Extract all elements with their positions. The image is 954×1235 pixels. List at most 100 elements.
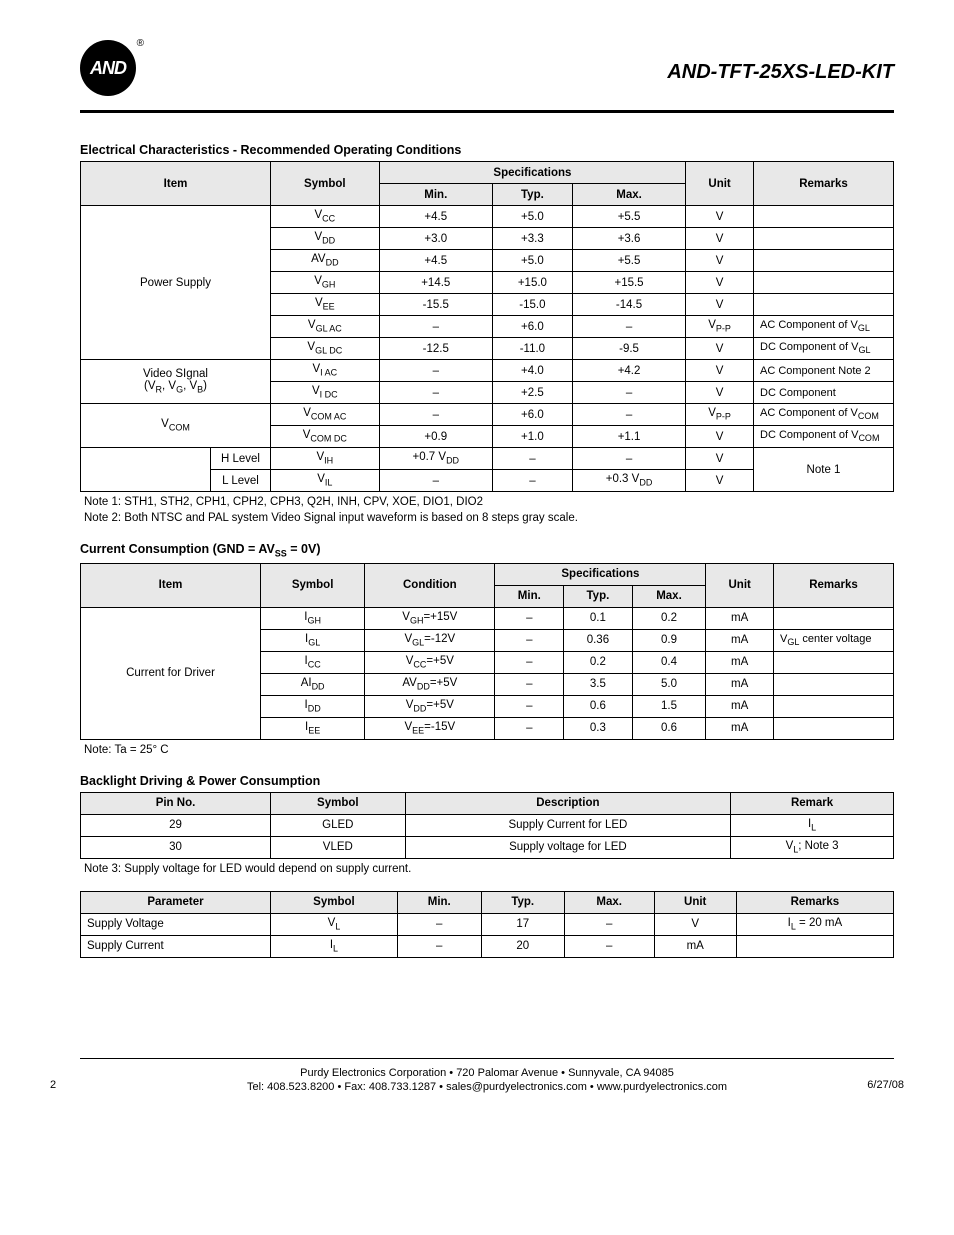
remarks-cell: Note 1: [754, 448, 894, 492]
min-cell: –: [495, 673, 564, 695]
remarks-cell: AC Component of VCOM: [754, 404, 894, 426]
remarks-cell: IL = 20 mA: [736, 913, 893, 935]
unit-cell: mA: [706, 629, 774, 651]
max-cell: +1.1: [572, 426, 685, 448]
min-cell: –: [379, 382, 492, 404]
max-cell: 1.5: [632, 695, 706, 717]
col-max: Max.: [564, 891, 654, 913]
min-cell: +3.0: [379, 228, 492, 250]
unit-cell: V: [686, 272, 754, 294]
part-number: AND-TFT-25XS-LED-KIT: [667, 61, 894, 84]
col-unit: Unit: [654, 891, 736, 913]
unit-cell: VP-P: [686, 316, 754, 338]
param-cell: Supply Voltage: [81, 913, 271, 935]
symbol-cell: VI AC: [271, 360, 380, 382]
page-number: 2: [50, 1079, 56, 1091]
current-consumption-table: Item Symbol Condition Specifications Uni…: [80, 563, 894, 740]
table-header-row: Pin No. Symbol Description Remark: [81, 792, 894, 814]
remarks-cell: DC Component of VGL: [754, 338, 894, 360]
min-cell: –: [495, 607, 564, 629]
max-cell: -14.5: [572, 294, 685, 316]
typ-cell: +15.0: [492, 272, 572, 294]
unit-cell: V: [686, 250, 754, 272]
typ-cell: +3.3: [492, 228, 572, 250]
unit-cell: V: [686, 338, 754, 360]
typ-cell: +1.0: [492, 426, 572, 448]
remarks-cell: DC Component: [754, 382, 894, 404]
unit-cell: mA: [706, 607, 774, 629]
col-remarks: Remarks: [754, 162, 894, 206]
table-row: Power SupplyVCC+4.5+5.0+5.5V: [81, 206, 894, 228]
min-cell: +4.5: [379, 250, 492, 272]
remarks-cell: [774, 695, 894, 717]
symbol-cell: IL: [271, 935, 398, 957]
col-remarks: Remarks: [774, 563, 894, 607]
param-cell: Supply Current: [81, 935, 271, 957]
table-row: 29GLEDSupply Current for LEDIL: [81, 814, 894, 836]
section1-title: Electrical Characteristics - Recommended…: [80, 143, 894, 157]
col-min: Min.: [379, 184, 492, 206]
remark-cell: VL; Note 3: [731, 836, 894, 858]
table-header-row: Parameter Symbol Min. Typ. Max. Unit Rem…: [81, 891, 894, 913]
symbol-cell: VCOM AC: [271, 404, 380, 426]
max-cell: +15.5: [572, 272, 685, 294]
max-cell: –: [572, 404, 685, 426]
min-cell: –: [379, 404, 492, 426]
logo-text: AND: [80, 40, 136, 96]
symbol-cell: VIL: [271, 470, 380, 492]
table-row: Supply CurrentIL–20–mA: [81, 935, 894, 957]
symbol-cell: VIH: [271, 448, 380, 470]
col-spec: Specifications: [379, 162, 686, 184]
unit-cell: mA: [706, 651, 774, 673]
unit-cell: mA: [706, 673, 774, 695]
min-cell: –: [495, 651, 564, 673]
unit-cell: VP-P: [686, 404, 754, 426]
max-cell: 0.2: [632, 607, 706, 629]
table-row: 30VLEDSupply voltage for LEDVL; Note 3: [81, 836, 894, 858]
table-row: H LevelVIH+0.7 VDD––VNote 1: [81, 448, 894, 470]
min-cell: –: [397, 935, 481, 957]
remarks-cell: AC Component of VGL: [754, 316, 894, 338]
col-symbol: Symbol: [271, 891, 398, 913]
item-cell: [81, 448, 211, 492]
condition-cell: AVDD=+5V: [365, 673, 495, 695]
min-cell: –: [495, 695, 564, 717]
min-cell: -12.5: [379, 338, 492, 360]
col-max: Max.: [632, 585, 706, 607]
typ-cell: 0.6: [564, 695, 632, 717]
unit-cell: V: [654, 913, 736, 935]
col-remark: Remark: [731, 792, 894, 814]
col-typ: Typ.: [481, 891, 564, 913]
col-min: Min.: [397, 891, 481, 913]
item-cell: Video SIgnal(VR, VG, VB): [81, 360, 271, 404]
max-cell: –: [564, 913, 654, 935]
table-row: VCOMVCOM AC–+6.0–VP-PAC Component of VCO…: [81, 404, 894, 426]
symbol-cell: VGH: [271, 272, 380, 294]
table-row: Video SIgnal(VR, VG, VB)VI AC–+4.0+4.2VA…: [81, 360, 894, 382]
remarks-cell: [774, 673, 894, 695]
desc-cell: Supply Current for LED: [405, 814, 731, 836]
symbol-cell: AIDD: [261, 673, 365, 695]
min-cell: +0.9: [379, 426, 492, 448]
remarks-cell: VGL center voltage: [774, 629, 894, 651]
remarks-cell: DC Component of VCOM: [754, 426, 894, 448]
table-header-row: Item Symbol Specifications Unit Remarks: [81, 162, 894, 184]
col-max: Max.: [572, 184, 685, 206]
remark-cell: IL: [731, 814, 894, 836]
max-cell: +4.2: [572, 360, 685, 382]
table-header-row: Item Symbol Condition Specifications Uni…: [81, 563, 894, 585]
symbol-cell: IGL: [261, 629, 365, 651]
symbol-cell: VI DC: [271, 382, 380, 404]
min-cell: +14.5: [379, 272, 492, 294]
max-cell: 0.6: [632, 717, 706, 739]
min-cell: –: [397, 913, 481, 935]
condition-cell: VGL=-12V: [365, 629, 495, 651]
unit-cell: mA: [706, 695, 774, 717]
min-cell: –: [379, 360, 492, 382]
section1-note2: Note 2: Both NTSC and PAL system Video S…: [84, 512, 894, 524]
item-cell: VCOM: [81, 404, 271, 448]
footer-line2: Tel: 408.523.8200 • Fax: 408.733.1287 • …: [80, 1081, 894, 1093]
section2-note: Note: Ta = 25° C: [84, 744, 894, 756]
typ-cell: -15.0: [492, 294, 572, 316]
item-cell: Current for Driver: [81, 607, 261, 739]
